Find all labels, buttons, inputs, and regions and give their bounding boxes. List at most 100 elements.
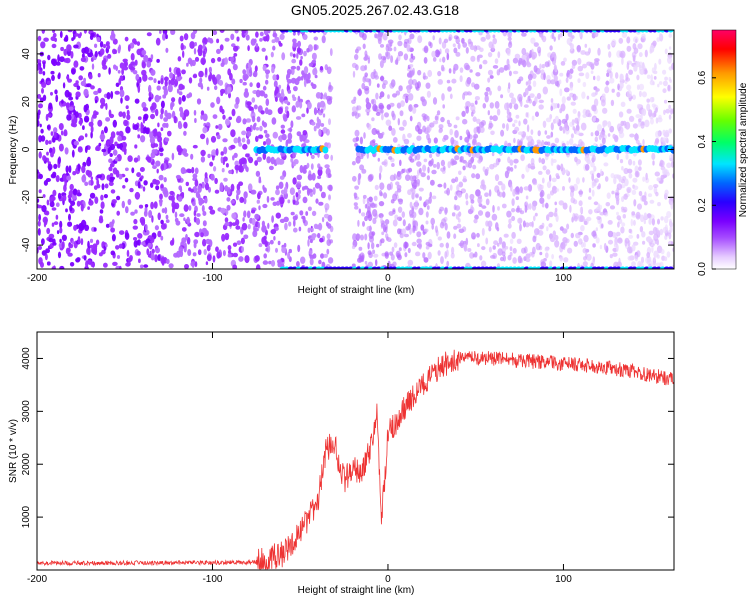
- spectrogram-cell: [664, 189, 669, 196]
- spectrogram-cell: [226, 204, 231, 211]
- spectrogram-cell: [355, 233, 361, 240]
- spectrogram-cell: [262, 85, 267, 91]
- spectrogram-cell: [498, 237, 503, 245]
- spectrogram-cell: [506, 166, 511, 171]
- spectrogram-cell: [290, 65, 297, 70]
- spectrogram-cell: [604, 212, 609, 217]
- spectrogram-cell: [141, 241, 146, 246]
- spectrogram-cell: [270, 51, 274, 58]
- spectrogram-cell: [570, 133, 574, 139]
- spectrogram-cell: [41, 30, 46, 34]
- spectrogram-cell: [403, 168, 406, 173]
- spectrogram-cell: [121, 135, 127, 141]
- spectrogram-cell: [164, 137, 170, 142]
- spectrogram-cell: [264, 107, 269, 115]
- spectrogram-cell: [297, 40, 301, 48]
- spectrogram-cell: [231, 108, 236, 117]
- spectrogram-cell: [512, 123, 516, 127]
- spectrogram-cell: [553, 74, 558, 82]
- spectrogram-cell: [268, 260, 272, 265]
- spectrogram-cell: [89, 238, 94, 243]
- spectrogram-cell: [647, 236, 650, 242]
- spectrogram-cell: [612, 252, 618, 257]
- spectrogram-cell: [610, 41, 616, 46]
- spectrogram-cell: [283, 216, 289, 223]
- spectrogram-cell: [262, 260, 269, 265]
- spectrogram-cell: [99, 48, 105, 56]
- spectrogram-cell: [93, 110, 98, 117]
- spectrogram-cell: [542, 120, 547, 128]
- spectrogram-cell: [374, 184, 379, 190]
- spectrogram-cell: [220, 151, 224, 156]
- spectrogram-cell: [438, 208, 442, 215]
- spectrogram-cell: [559, 256, 563, 262]
- spectrogram-cell: [591, 154, 596, 163]
- spectrogram-cell: [65, 165, 69, 174]
- spectrogram-cell: [650, 118, 654, 125]
- spectrogram-cell: [417, 81, 421, 89]
- spectrogram-cell: [557, 103, 560, 109]
- spectrogram-cell: [214, 85, 218, 91]
- spectrogram-cell: [271, 215, 274, 223]
- spectrogram-cell: [491, 152, 495, 157]
- spectrogram-cell: [42, 216, 48, 224]
- spectrogram-cell: [573, 240, 578, 247]
- spectrogram-cell: [77, 236, 81, 244]
- spectrogram-cell: [446, 249, 449, 258]
- spectrogram-cell: [366, 112, 370, 116]
- spectrogram-cell: [506, 210, 512, 218]
- spectrogram-cell: [372, 217, 377, 225]
- spectrogram-cell: [299, 210, 304, 216]
- spectrogram-cell: [150, 253, 155, 261]
- spectrogram-cell: [253, 122, 257, 127]
- spectrogram-cell: [632, 55, 636, 62]
- spectrogram-cell: [117, 70, 121, 74]
- spectrogram-cell: [417, 35, 423, 44]
- spectrogram-cell: [306, 107, 309, 114]
- spectrogram-cell: [404, 252, 408, 258]
- spectrogram-cell: [272, 74, 277, 81]
- spectrogram-cell: [88, 121, 94, 127]
- spectrogram-cell: [76, 192, 82, 197]
- spectrogram-cell: [317, 232, 321, 239]
- spectrogram-cell: [192, 201, 196, 207]
- spectrogram-cell: [143, 114, 147, 120]
- spectrogram-cell: [406, 44, 411, 52]
- spectrogram-cell: [300, 256, 306, 264]
- spectrogram-cell: [593, 165, 597, 172]
- spectrogram-cell: [374, 213, 378, 219]
- spectrogram-cell: [38, 151, 42, 159]
- spectrogram-cell: [615, 72, 619, 79]
- spectrogram-cell: [357, 173, 362, 181]
- spectrogram-cell: [582, 63, 587, 69]
- spectrogram-cell: [668, 128, 672, 134]
- spectrogram-cell: [75, 80, 79, 85]
- spectrogram-cell: [653, 256, 656, 262]
- spectrogram-cell: [574, 95, 578, 101]
- spectrogram-cell: [422, 75, 428, 80]
- spectrogram-cell: [599, 211, 605, 216]
- spectrogram-cell: [521, 247, 526, 254]
- spectrogram-cell: [193, 210, 197, 217]
- spectrogram-cell: [118, 78, 122, 86]
- edge-line-cell: [667, 30, 674, 33]
- spectrogram-cell: [440, 256, 444, 265]
- spectrogram-cell: [364, 72, 369, 78]
- spectrogram-cell: [502, 123, 506, 129]
- spectrogram-cell: [652, 226, 658, 235]
- spectrogram-cell: [413, 103, 419, 108]
- spectrogram-cell: [50, 70, 55, 75]
- spectrogram-cell: [296, 47, 301, 54]
- spectrogram-cell: [329, 239, 333, 244]
- spectrogram-cell: [323, 213, 330, 219]
- spectrogram-cell: [416, 231, 422, 238]
- spectrogram-cell: [478, 31, 483, 36]
- spectrogram-cell: [554, 137, 560, 144]
- spectrogram-cell: [242, 163, 248, 169]
- spectrogram-cell: [636, 103, 641, 110]
- spectrogram-cell: [666, 162, 672, 169]
- spectrogram-cell: [371, 127, 378, 136]
- spectrogram-cell: [152, 165, 157, 170]
- spectrogram-cell: [87, 206, 90, 211]
- spectrogram-cell: [366, 210, 372, 219]
